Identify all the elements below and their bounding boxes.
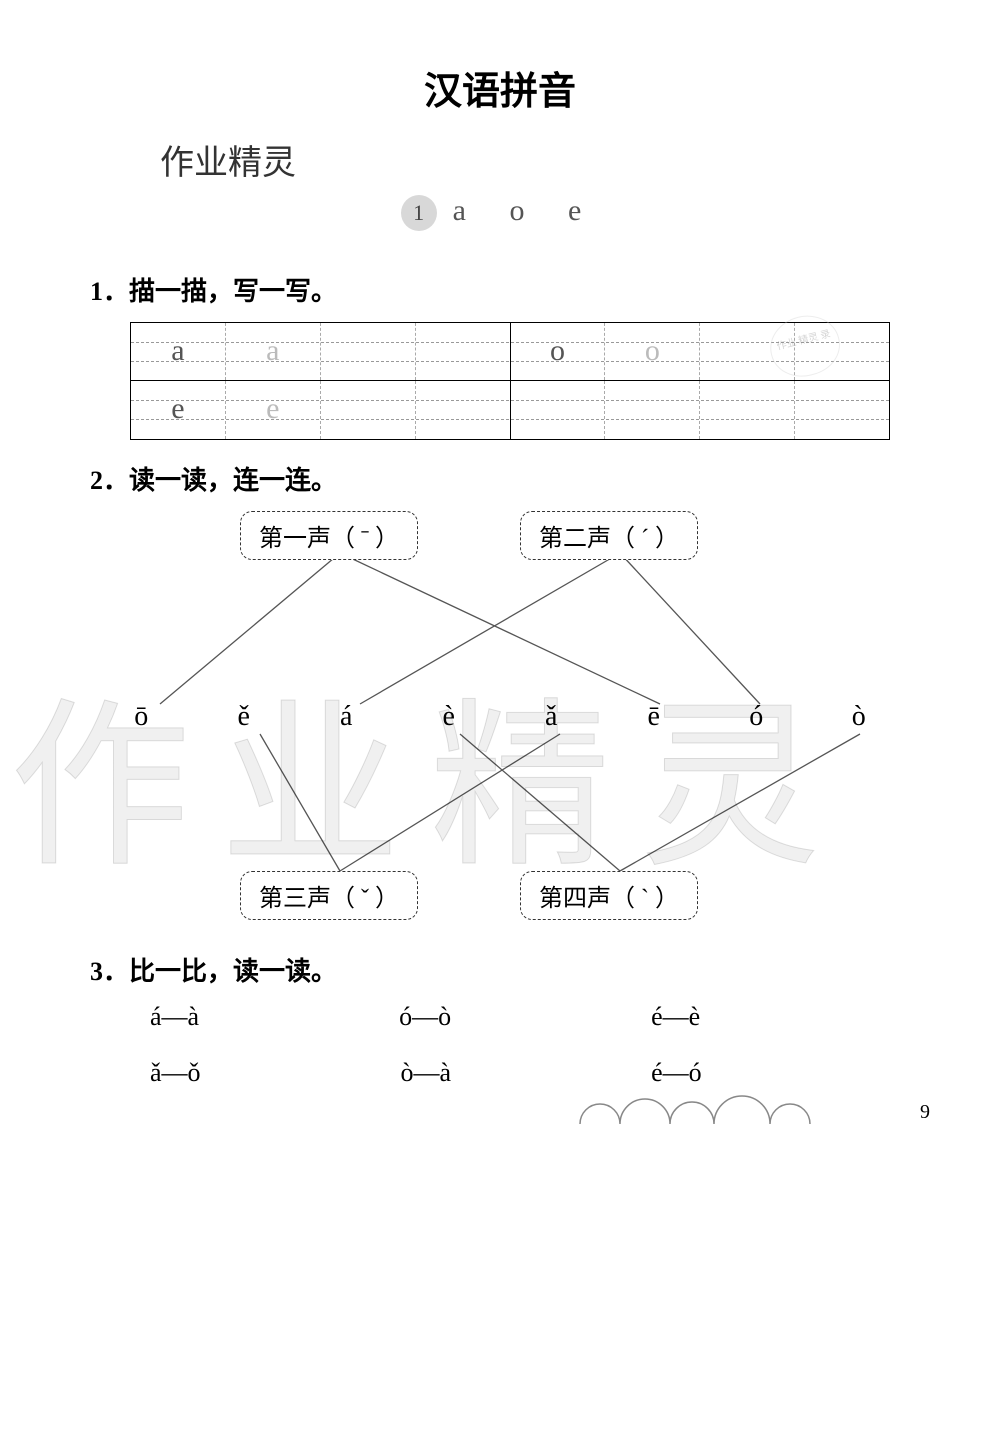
writing-cell [605,381,700,439]
writing-cell: o [511,323,606,380]
writing-cell: a [226,323,321,380]
pinyin-letter: ě [214,701,274,733]
writing-cell [416,323,511,380]
compare-pair: á—à [150,1002,199,1032]
section-1-title: 1．描一描，写一写。 [90,271,910,308]
writing-cell: e [131,381,226,439]
pinyin-letter: ǎ [521,701,581,733]
writing-cell [700,381,795,439]
pinyin-letter: ó [726,701,786,733]
section-2-title: 2．读一读，连一连。 [90,460,910,497]
writing-cell: o [605,323,700,380]
writing-cell [795,381,889,439]
pinyin-letter: è [419,701,479,733]
pinyin-letter: á [316,701,376,733]
compare-pair: ó—ò [399,1002,451,1032]
pinyin-letter: ē [624,701,684,733]
tone-box-top: 第二声（ ˊ ） [520,511,698,560]
writing-cell [321,323,416,380]
page-number: 9 [920,1101,930,1124]
lesson-letters: a o e [453,194,600,227]
writing-cell [321,381,416,439]
cloud-decoration [570,1064,870,1134]
section-3-title: 3．比一比，读一读。 [90,951,910,988]
writing-cell: e [226,381,321,439]
writing-cell: a [131,323,226,380]
lesson-number-badge: 1 [401,195,437,231]
pinyin-letter-row: ōěáèǎēóò [90,701,910,733]
tone-box-top: 第一声（ ˉ ） [240,511,418,560]
compare-pair: é—è [651,1002,700,1032]
compare-pair: ǎ—ǒ [150,1058,201,1088]
compare-row: á—à ó—ò é—è [150,1002,910,1032]
compare-pair: ò—à [401,1058,452,1088]
tone-box-bottom: 第三声（ ˇ ） [240,871,418,920]
writing-row: ee [131,381,889,439]
handwritten-note: 作业精灵 [160,135,910,184]
writing-cell [416,381,511,439]
writing-cell [511,381,606,439]
lesson-heading: 1 a o e [90,194,910,231]
pinyin-letter: ò [829,701,889,733]
tone-box-bottom: 第四声（ ˋ ） [520,871,698,920]
pinyin-letter: ō [111,701,171,733]
matching-diagram: 第一声（ ˉ ） 第二声（ ˊ ） 第三声（ ˇ ） 第四声（ ˋ ） ō ě á è ǎ ē ó… [90,511,910,931]
page-title: 汉语拼音 [90,60,910,115]
